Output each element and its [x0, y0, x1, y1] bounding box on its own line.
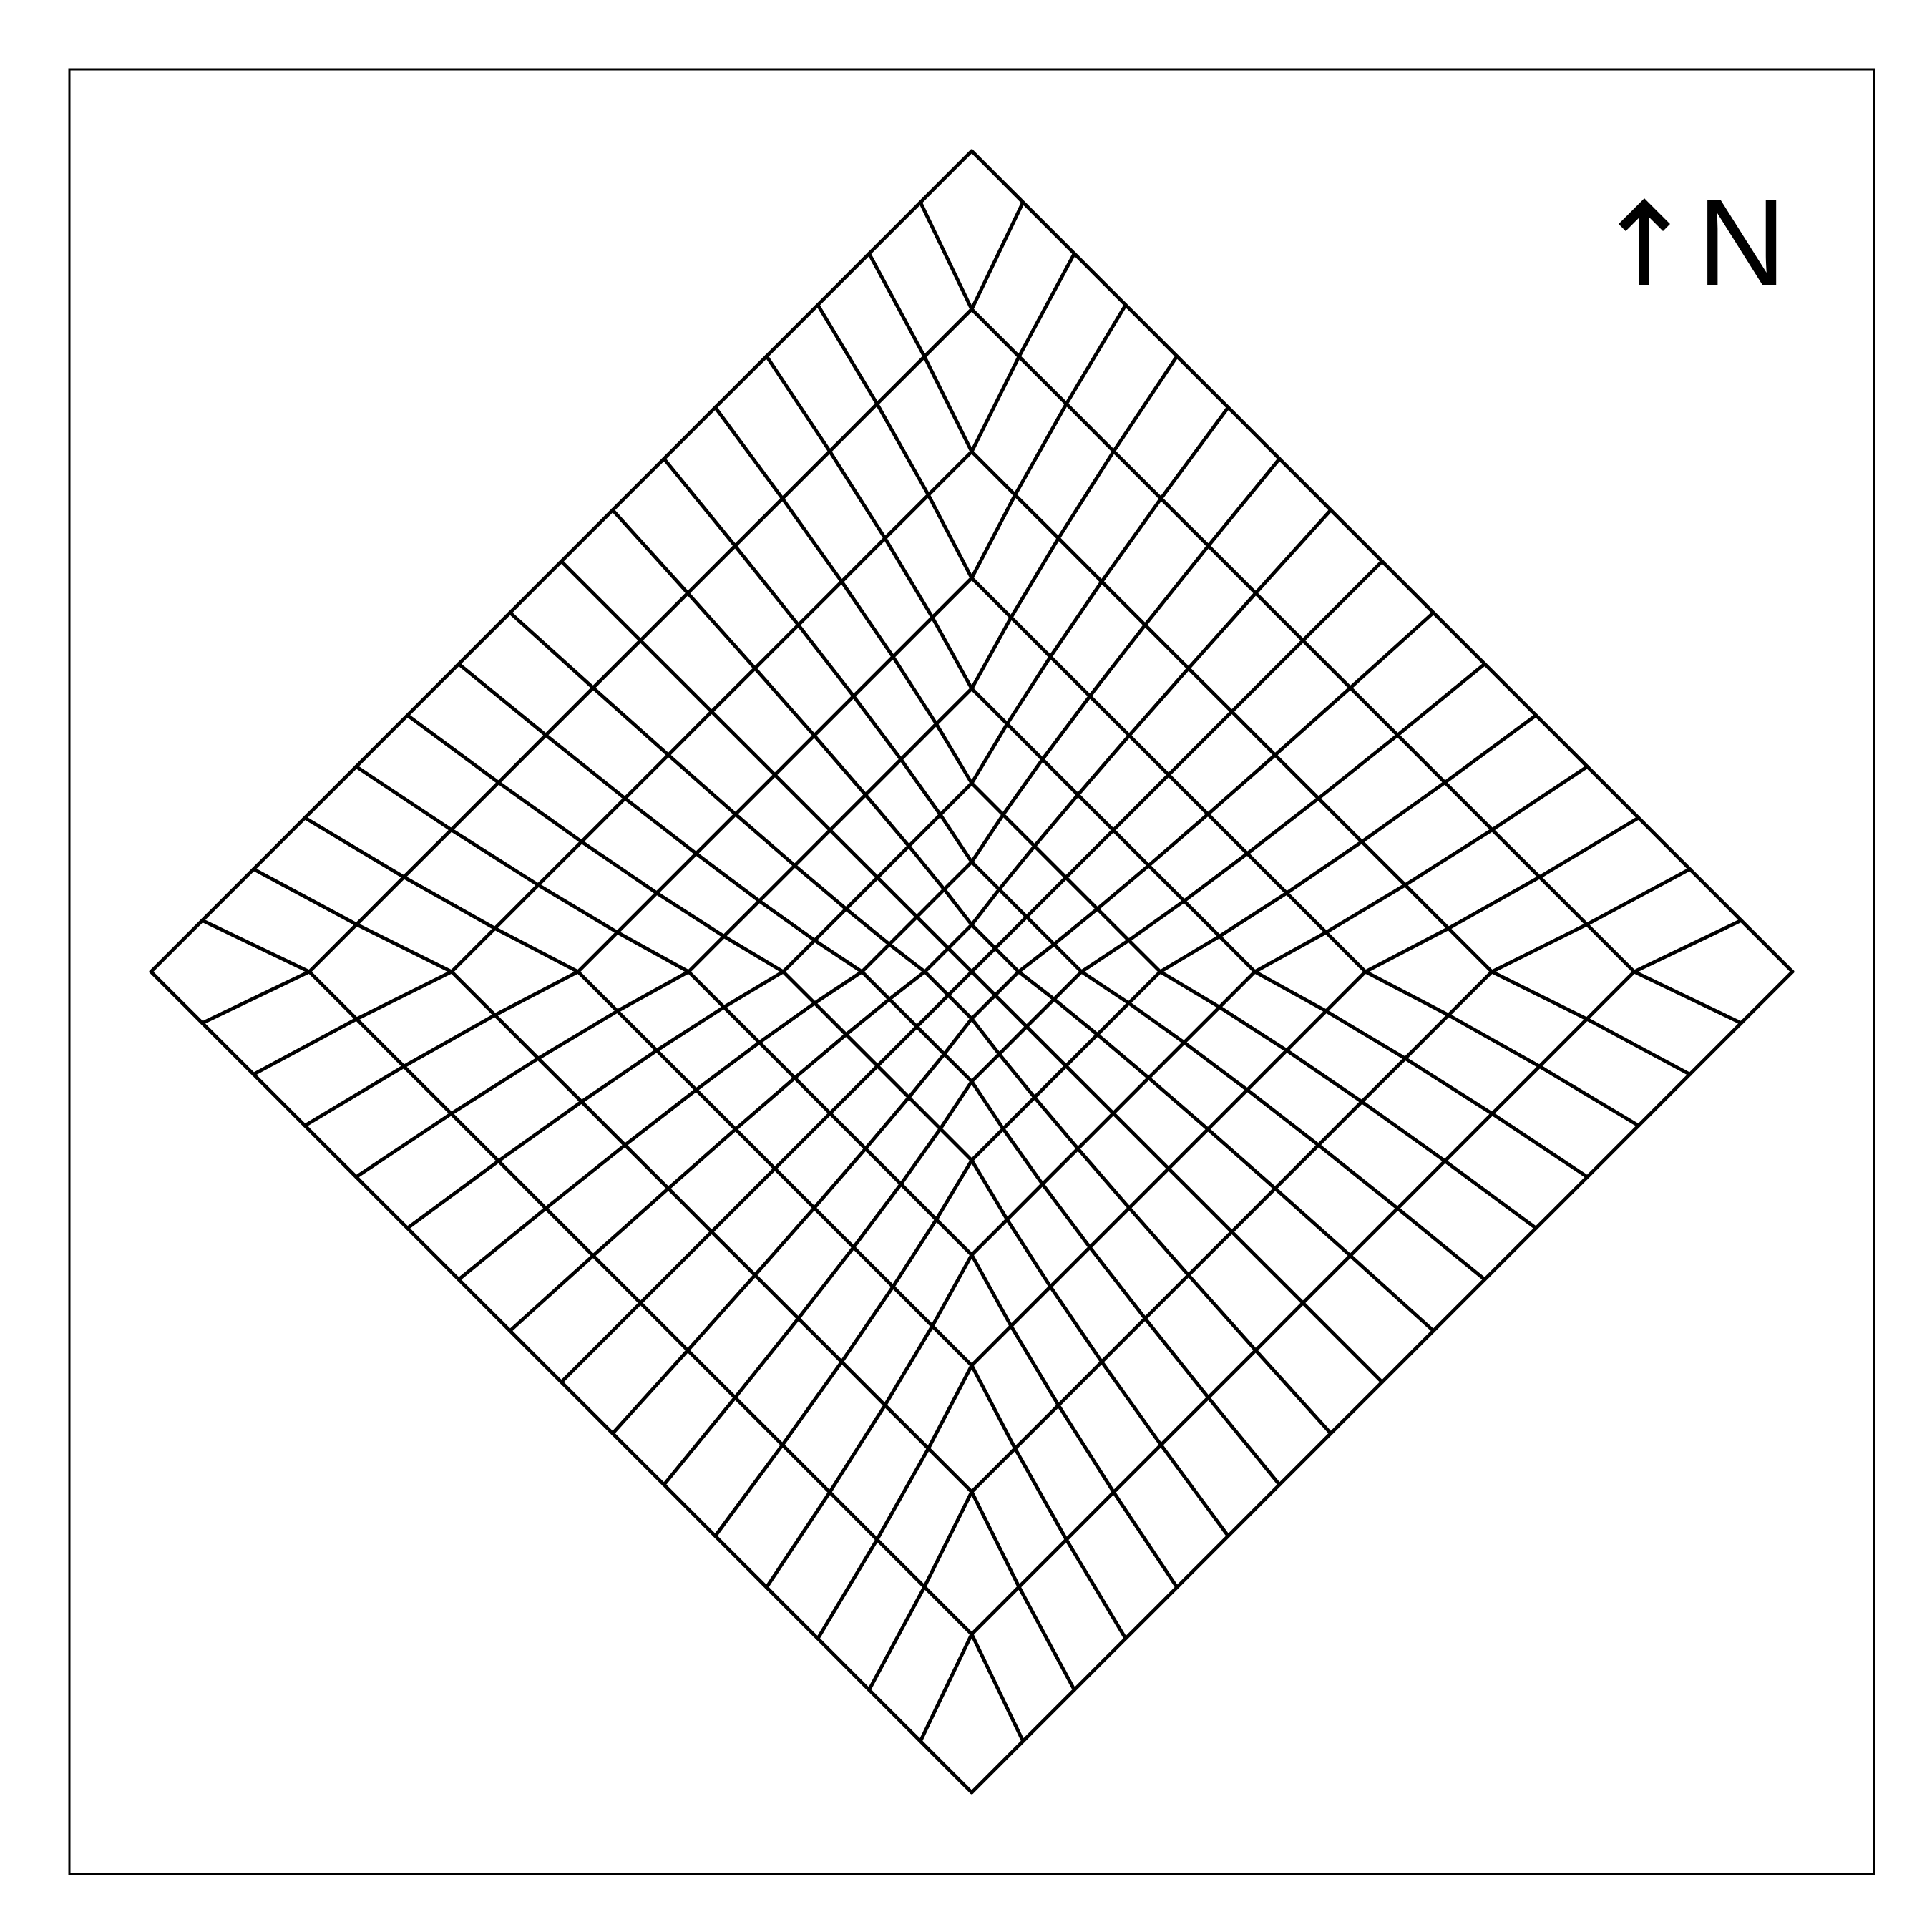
north-label: N — [1697, 174, 1786, 311]
north-arrow-icon — [1619, 198, 1670, 285]
mesh-gridline — [508, 508, 1333, 1333]
mesh-gridline — [662, 662, 1487, 1487]
distorted-mesh — [149, 149, 1795, 1795]
mesh-gridline — [816, 816, 1641, 1641]
mesh-gridline — [764, 764, 1589, 1589]
mesh-boundary-line — [970, 970, 1795, 1795]
mesh-gridline — [560, 560, 1384, 1384]
mesh-gridline — [610, 610, 1435, 1435]
diagram-frame — [68, 68, 1875, 1875]
mesh-gridline — [713, 713, 1538, 1538]
mesh-gridline — [354, 354, 1179, 1179]
mesh-gridline — [867, 867, 1692, 1692]
mesh-gridline — [457, 457, 1282, 1282]
mesh-gridline — [918, 918, 1743, 1743]
north-indicator: N — [1619, 174, 1786, 311]
mesh-gridline — [200, 200, 1025, 1025]
mesh-gridline — [251, 251, 1076, 1076]
mesh-gridline — [405, 405, 1230, 1230]
mesh-gridline — [303, 303, 1128, 1128]
mesh-boundary-line — [149, 149, 974, 974]
